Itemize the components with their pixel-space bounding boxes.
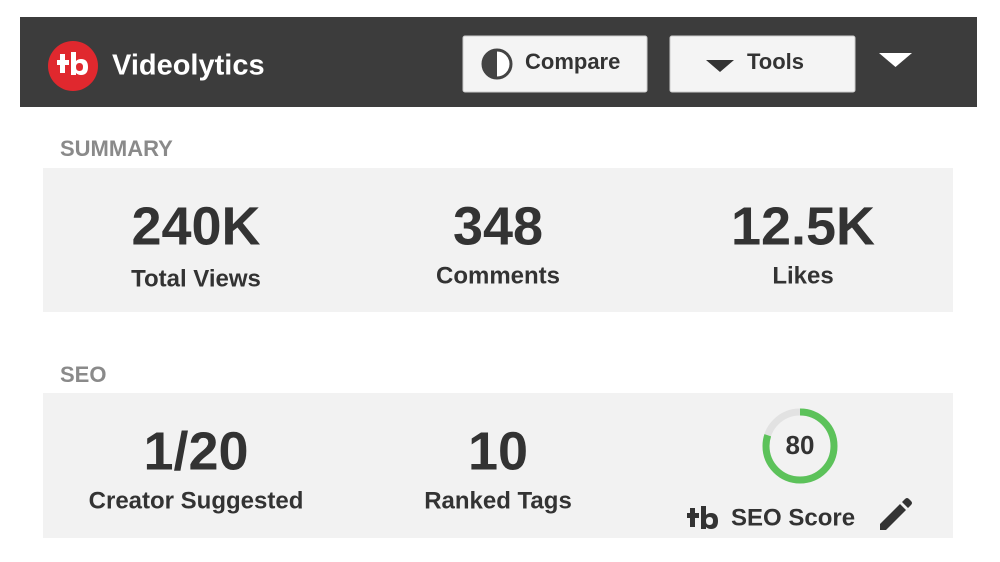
button-label: Tools [747,49,804,74]
compare-button[interactable]: Compare [462,35,648,93]
stat-value: 348 [453,196,543,256]
app-title: Videolytics [112,50,265,82]
stat-value: 10 [468,421,528,481]
edit-icon[interactable] [880,498,912,530]
stat-label: Comments [436,262,560,289]
stat-label: Likes [772,262,833,289]
tools-button[interactable]: Tools [669,35,856,93]
tb-icon [687,506,718,529]
summary-box [43,168,953,312]
button-label: Compare [525,49,620,74]
seo-box [43,393,953,538]
score-arc [762,408,838,484]
section-title: SUMMARY [60,136,173,161]
stat-value: 1/20 [143,421,248,481]
score-label: SEO Score [731,504,855,531]
score-value: 80 [786,430,815,460]
dropdown-toggle[interactable] [879,53,912,67]
section-title: SEO [60,362,106,387]
logo [48,41,98,91]
stat-label: Creator Suggested [89,487,304,514]
stat-value: 240K [131,196,260,256]
stat-label: Total Views [131,265,261,292]
stat-label: Ranked Tags [424,487,572,514]
stat-value: 12.5K [731,196,875,256]
